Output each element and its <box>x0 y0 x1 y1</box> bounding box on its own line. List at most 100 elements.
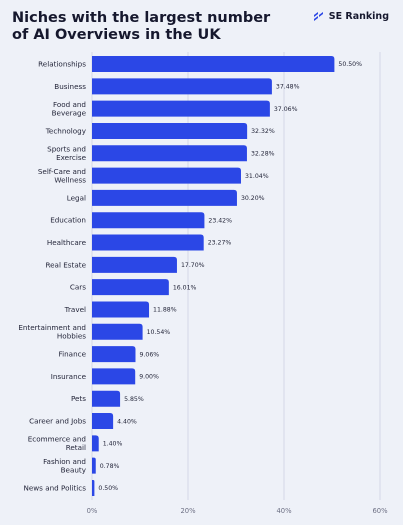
category-label-line: Hobbies <box>57 332 86 341</box>
category-label-line: Legal <box>67 193 86 202</box>
value-label: 0.78% <box>100 463 120 470</box>
category-label: Real Estate <box>45 260 86 269</box>
category-label-line: Entertainment and <box>18 323 86 332</box>
bar <box>92 346 136 363</box>
category-label-line: Wellness <box>54 175 86 184</box>
bar <box>92 323 143 340</box>
value-label: 16.01% <box>173 284 197 291</box>
value-label: 31.04% <box>245 173 269 180</box>
category-label: Technology <box>45 126 87 135</box>
x-tick-label: 60% <box>372 507 388 515</box>
value-label: 4.40% <box>117 418 137 425</box>
category-label: Entertainment and Hobbies <box>18 323 86 341</box>
category-label-line: Cars <box>70 283 86 292</box>
x-tick-label: 40% <box>276 507 292 515</box>
category-label: Healthcare <box>47 238 87 247</box>
value-label: 1.40% <box>103 441 123 448</box>
category-label-line: Insurance <box>51 372 87 381</box>
value-label: 9.06% <box>139 351 159 358</box>
chart-title: Niches with the largest number of AI Ove… <box>12 10 312 44</box>
title-line-2: of AI Overviews in the UK <box>12 27 221 43</box>
category-label-line: Healthcare <box>47 238 87 247</box>
value-label: 23.42% <box>208 217 232 224</box>
category-label: Relationships <box>38 60 86 69</box>
category-label: Food and Beverage <box>52 100 87 118</box>
category-label: Insurance <box>51 372 87 381</box>
category-label-line: Finance <box>59 350 87 359</box>
category-label-line: News and Politics <box>24 484 87 493</box>
value-label: 30.20% <box>241 195 265 202</box>
title-line-1: Niches with the largest number <box>12 10 271 26</box>
category-label-line: Sports and <box>47 144 86 153</box>
x-tick-label: 0% <box>87 507 98 515</box>
labels: 0% 20% 40% 60% 50.50% Relationships 37.48% Busi… <box>18 60 388 516</box>
grid-lines <box>91 52 381 500</box>
bar <box>92 167 241 184</box>
value-label: 17.70% <box>181 262 205 269</box>
bar <box>92 56 335 72</box>
value-label: 23.27% <box>208 240 232 247</box>
category-label: Pets <box>71 394 86 403</box>
category-label: Self-Care and Wellness <box>38 167 86 185</box>
category-label-line: Fashion and <box>43 457 86 466</box>
category-label-line: Retail <box>66 443 86 452</box>
value-label: 10.54% <box>147 329 171 336</box>
bar <box>92 78 272 95</box>
category-label: Cars <box>70 283 86 292</box>
bar <box>92 413 114 430</box>
brand-name: SE Ranking <box>328 11 389 22</box>
category-label: Sports and Exercise <box>47 144 86 162</box>
category-label: Education <box>50 216 86 225</box>
category-label: Legal <box>67 193 86 202</box>
category-label: Ecommerce and Retail <box>28 435 86 453</box>
bar <box>92 145 247 162</box>
category-label-line: Relationships <box>38 60 86 69</box>
value-label: 9.00% <box>139 374 159 381</box>
category-label-line: Food and <box>53 100 86 109</box>
bar <box>92 457 96 474</box>
bar <box>92 212 205 229</box>
value-label: 11.88% <box>153 307 177 314</box>
bar <box>92 435 99 452</box>
bar <box>92 301 150 318</box>
category-label: News and Politics <box>24 484 87 493</box>
category-label-line: Real Estate <box>45 260 86 269</box>
category-label: Fashion and Beauty <box>43 457 87 475</box>
category-label-line: Beverage <box>52 108 87 117</box>
value-label: 32.32% <box>251 128 275 135</box>
value-label: 37.48% <box>276 84 300 91</box>
category-label-line: Self-Care and <box>38 167 86 176</box>
category-label-line: Travel <box>64 305 86 314</box>
bar <box>92 390 121 407</box>
se-ranking-logo-icon <box>313 12 323 21</box>
category-label-line: Ecommerce and <box>28 435 86 444</box>
category-label-line: Career and Jobs <box>29 417 86 426</box>
category-label: Travel <box>64 305 86 314</box>
category-label-line: Beauty <box>61 465 87 474</box>
brand-logo: SE Ranking <box>313 11 389 22</box>
value-label: 5.85% <box>124 396 144 403</box>
value-label: 37.06% <box>274 106 298 113</box>
value-label: 50.50% <box>338 61 362 68</box>
bar <box>92 122 248 139</box>
category-label-line: Business <box>54 82 86 91</box>
bar <box>92 480 95 496</box>
bar <box>92 279 169 296</box>
value-label: 0.50% <box>98 485 118 492</box>
category-label: Business <box>54 82 86 91</box>
bar <box>92 368 136 385</box>
value-label: 32.28% <box>251 150 275 157</box>
bars <box>92 56 335 496</box>
x-tick-label: 20% <box>180 507 196 515</box>
category-label-line: Pets <box>71 394 86 403</box>
category-label-line: Exercise <box>56 153 86 162</box>
bar <box>92 189 237 206</box>
category-label: Career and Jobs <box>29 417 86 426</box>
bar <box>92 256 177 273</box>
category-label-line: Education <box>50 216 86 225</box>
category-label-line: Technology <box>45 126 87 135</box>
category-label: Finance <box>59 350 87 359</box>
bar <box>92 100 270 117</box>
bar <box>92 234 204 251</box>
